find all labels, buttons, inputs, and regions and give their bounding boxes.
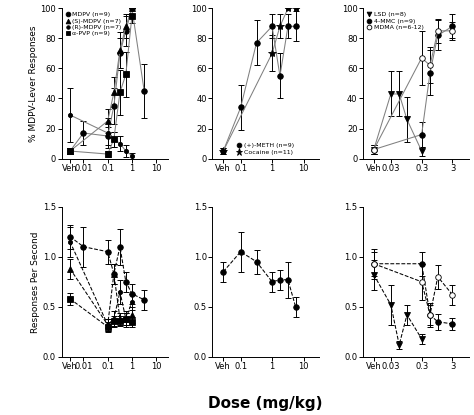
Legend: (+)-METH (n=9), Cocaine (n=11): (+)-METH (n=9), Cocaine (n=11) xyxy=(237,142,294,156)
Legend: MDPV (n=9), (S)-MDPV (n=7), (R)-MDPV (n=7), α-PVP (n=9): MDPV (n=9), (S)-MDPV (n=7), (R)-MDPV (n=… xyxy=(65,12,122,37)
Y-axis label: Responses Per Second: Responses Per Second xyxy=(31,231,40,332)
Y-axis label: % MDPV-Lever Responses: % MDPV-Lever Responses xyxy=(28,25,37,142)
Legend: LSD (n=8), 4-MMC (n=9), MDMA (n=6-12): LSD (n=8), 4-MMC (n=9), MDMA (n=6-12) xyxy=(366,12,424,31)
Text: Dose (mg/kg): Dose (mg/kg) xyxy=(208,396,323,411)
